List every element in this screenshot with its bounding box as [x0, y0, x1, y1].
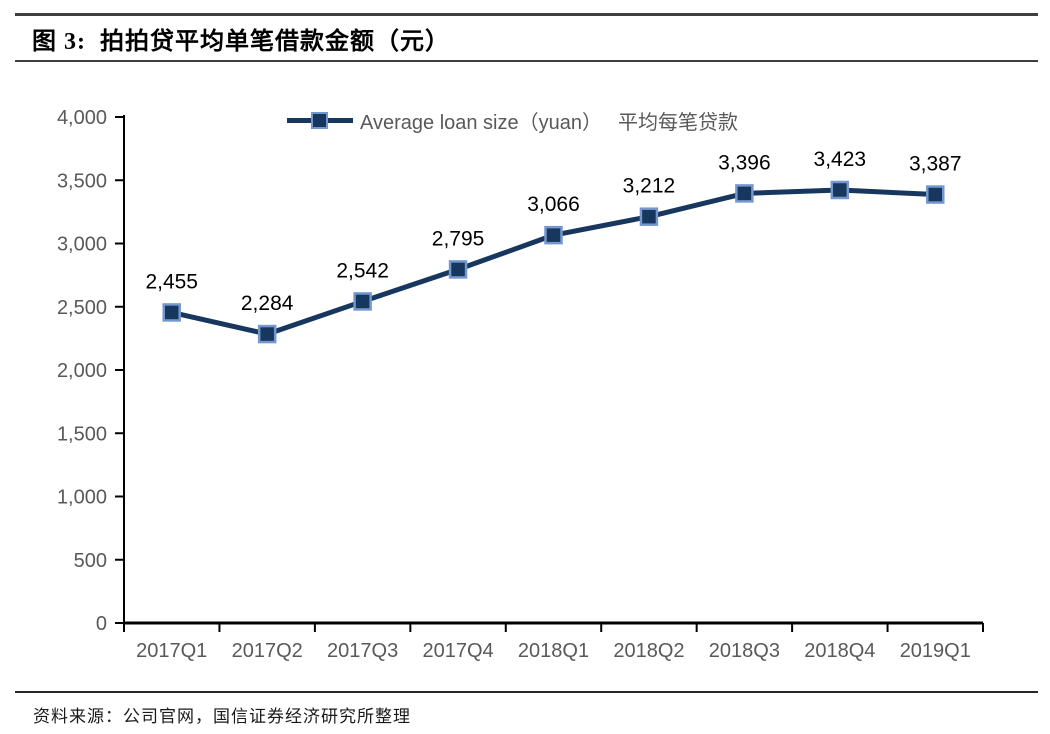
- y-axis-tick-label: 1,500: [57, 423, 107, 445]
- legend-label-en: Average loan size（yuan）: [360, 111, 602, 134]
- data-point-marker: [257, 324, 277, 344]
- data-point-label: 2,284: [241, 292, 294, 315]
- data-point-label: 3,066: [527, 193, 580, 216]
- data-point-label: 2,542: [336, 259, 389, 282]
- footer-rule: [15, 691, 1038, 693]
- legend-line-marker-icon: [287, 110, 353, 130]
- x-axis-tick-label: 2018Q2: [613, 640, 684, 662]
- x-axis-tick-label: 2018Q4: [804, 640, 875, 662]
- x-axis-tick-label: 2017Q2: [232, 640, 303, 662]
- x-axis-tick-label: 2018Q1: [518, 640, 589, 662]
- y-axis-tick-label: 3,000: [57, 234, 107, 256]
- x-axis-tick-label: 2018Q3: [709, 640, 780, 662]
- legend-label-zh: 平均每笔贷款: [618, 111, 738, 134]
- data-point-marker: [544, 225, 563, 245]
- data-point-marker: [353, 292, 372, 311]
- figure-title: 图 3: 拍拍贷平均单笔借款金额（元）: [32, 29, 450, 55]
- data-point-marker: [639, 207, 659, 226]
- data-point-marker: [162, 303, 181, 322]
- y-axis-tick-label: 4,000: [57, 107, 107, 129]
- data-point-label: 2,455: [145, 270, 198, 293]
- data-point-label: 2,795: [432, 227, 485, 250]
- x-axis-tick-label: 2017Q3: [327, 640, 398, 662]
- data-point-label: 3,396: [718, 151, 771, 174]
- data-point-marker: [448, 260, 468, 279]
- title-bottom-rule: [15, 60, 1038, 62]
- y-axis-tick-label: 500: [74, 550, 107, 572]
- source-note: 资料来源：公司官网，国信证券经济研究所整理: [33, 707, 411, 726]
- data-point-marker: [830, 180, 850, 200]
- data-point-label: 3,387: [909, 153, 962, 176]
- data-point-marker: [926, 185, 945, 204]
- legend-square-icon: [311, 112, 328, 129]
- data-point-label: 3,212: [623, 175, 676, 198]
- y-axis-tick-label: 1,000: [57, 487, 107, 509]
- y-axis-tick-label: 0: [96, 613, 107, 635]
- data-point-label: 3,423: [814, 148, 867, 171]
- y-axis-tick-label: 2,000: [57, 360, 107, 382]
- x-axis-tick-label: 2019Q1: [900, 640, 971, 662]
- chart-legend: Average loan size（yuan） 平均每笔贷款: [287, 107, 738, 134]
- y-axis-tick-label: 3,500: [57, 170, 107, 192]
- data-point-marker: [735, 184, 754, 203]
- y-axis-tick-label: 2,500: [57, 297, 107, 319]
- x-axis-tick-label: 2017Q1: [136, 640, 207, 662]
- x-axis-tick-label: 2017Q4: [422, 640, 493, 662]
- title-top-rule: [15, 13, 1038, 16]
- loan-size-line-chart: 0 500 1,000 1,500 2,000 2,500 3,000 3,500 4,000 2…: [57, 107, 984, 662]
